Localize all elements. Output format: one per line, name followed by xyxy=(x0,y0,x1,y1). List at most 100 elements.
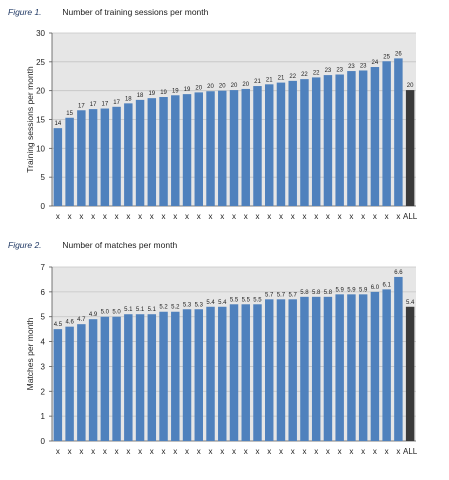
figure-1-number: Figure 1. xyxy=(8,7,42,17)
data-label: 22 xyxy=(313,70,320,76)
data-label: 5.4 xyxy=(218,300,227,306)
bar xyxy=(171,311,180,441)
data-label: 23 xyxy=(348,64,355,70)
x-tick-label: x xyxy=(103,447,107,456)
bar xyxy=(229,304,239,441)
bar xyxy=(241,88,250,206)
bar xyxy=(147,314,157,441)
x-tick-label: x xyxy=(150,447,154,456)
data-label: 4.7 xyxy=(77,317,86,323)
x-tick-label: x xyxy=(138,212,142,221)
data-label: 5.7 xyxy=(289,292,298,298)
y-tick-label: 4 xyxy=(41,338,46,347)
bar xyxy=(347,71,356,206)
data-label: 5.2 xyxy=(159,305,168,311)
data-label: 20 xyxy=(219,84,226,90)
x-tick-label: x xyxy=(68,447,72,456)
matches-chart: 0 1 2 3 4 5 6 7 4.5 x 4.6 x 4.7 x 4.9 x 5.0 x 5.0 x 5.1 x 5.1 x… xyxy=(25,263,418,456)
x-tick-label: x xyxy=(56,212,60,221)
bar xyxy=(135,99,145,206)
data-label: 19 xyxy=(172,88,179,94)
x-tick-label: x xyxy=(115,447,119,456)
x-tick-label: x xyxy=(267,447,271,456)
y-tick-label: 10 xyxy=(36,144,45,153)
bar xyxy=(124,103,133,206)
y-axis-title: Matches per month xyxy=(25,317,35,390)
bar xyxy=(100,108,110,206)
x-tick-label: x xyxy=(373,447,377,456)
x-tick-label: x xyxy=(162,447,166,456)
bar xyxy=(241,304,250,441)
data-label: 17 xyxy=(113,100,120,106)
data-label: 5.5 xyxy=(253,297,262,303)
x-tick-label: x xyxy=(232,447,236,456)
data-label: 19 xyxy=(148,91,155,97)
x-tick-label: x xyxy=(103,212,107,221)
x-tick-label: x xyxy=(255,447,259,456)
data-label: 5.0 xyxy=(101,310,110,316)
bar xyxy=(288,80,297,206)
bar xyxy=(124,314,133,441)
bar xyxy=(382,289,391,441)
data-label: 5.1 xyxy=(124,307,133,313)
data-label: 5.4 xyxy=(406,300,415,306)
x-tick-label: x xyxy=(267,212,271,221)
x-tick-label: x xyxy=(79,212,83,221)
x-tick-label: x xyxy=(361,212,365,221)
x-tick-label: x xyxy=(291,212,295,221)
data-label: 6.0 xyxy=(371,285,380,291)
bar xyxy=(276,82,286,206)
x-tick-label: x xyxy=(396,447,400,456)
bar xyxy=(65,117,74,206)
data-label: 18 xyxy=(137,93,144,99)
y-tick-label: 5 xyxy=(41,173,46,182)
bar-all xyxy=(405,306,415,441)
bar xyxy=(229,90,239,206)
x-tick-label: x xyxy=(244,447,248,456)
bar xyxy=(311,296,321,441)
data-label: 25 xyxy=(383,54,390,60)
x-tick-label: x xyxy=(126,447,130,456)
bar xyxy=(112,106,121,206)
data-label: 17 xyxy=(78,103,85,109)
data-label: 5.4 xyxy=(206,300,215,306)
data-label: 5.8 xyxy=(312,290,321,296)
data-label: 4.9 xyxy=(89,312,98,318)
x-tick-label: ALL xyxy=(403,212,418,221)
data-label: 19 xyxy=(160,90,167,96)
data-label: 14 xyxy=(55,121,62,127)
x-tick-label: x xyxy=(373,212,377,221)
bar xyxy=(206,306,215,441)
data-label: 17 xyxy=(90,102,97,108)
x-tick-label: x xyxy=(68,212,72,221)
bar xyxy=(323,75,333,206)
bar xyxy=(194,92,204,206)
x-tick-label: x xyxy=(279,447,283,456)
bar xyxy=(276,299,286,441)
data-label: 20 xyxy=(407,83,414,89)
y-tick-label: 15 xyxy=(36,116,45,125)
x-tick-label: ALL xyxy=(403,447,418,456)
data-label: 5.9 xyxy=(347,287,356,293)
x-tick-label: x xyxy=(326,212,330,221)
figure-1-caption: Figure 1. Number of training sessions pe… xyxy=(8,7,208,17)
x-tick-label: x xyxy=(173,212,177,221)
bar xyxy=(264,299,274,441)
bar xyxy=(370,67,380,206)
bar xyxy=(335,74,344,206)
bar xyxy=(370,291,380,441)
x-tick-label: x xyxy=(338,212,342,221)
data-label: 15 xyxy=(66,111,73,117)
data-label: 5.9 xyxy=(359,287,368,293)
x-tick-label: x xyxy=(349,212,353,221)
x-tick-label: x xyxy=(162,212,166,221)
data-label: 4.5 xyxy=(54,322,63,328)
bar xyxy=(206,91,215,206)
data-label: 4.6 xyxy=(65,320,74,326)
bar xyxy=(311,77,321,206)
data-label: 5.3 xyxy=(195,302,204,308)
bar xyxy=(300,79,309,206)
data-label: 21 xyxy=(278,76,285,82)
x-tick-label: x xyxy=(79,447,83,456)
x-tick-label: x xyxy=(302,212,306,221)
